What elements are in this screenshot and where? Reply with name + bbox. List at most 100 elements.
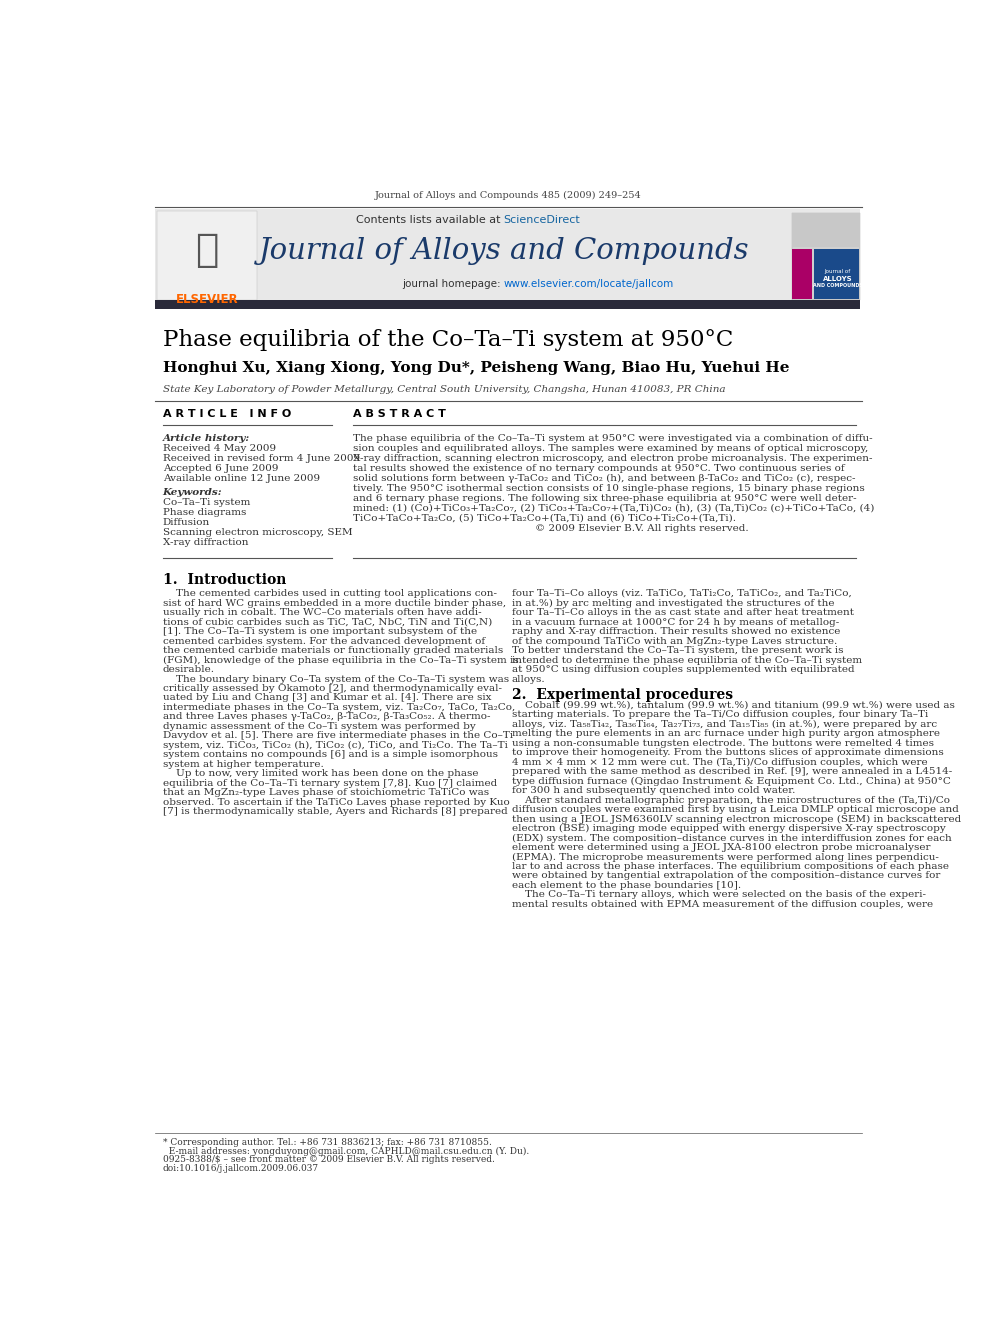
Text: to improve their homogeneity. From the buttons slices of approximate dimensions: to improve their homogeneity. From the b… <box>512 749 943 757</box>
Text: alloys, viz. Ta₅₈Ti₄₂, Ta₃₆Ti₆₄, Ta₂₇Ti₇₃, and Ta₁₅Ti₈₅ (in at.%), were prepared: alloys, viz. Ta₅₈Ti₄₂, Ta₃₆Ti₆₄, Ta₂₇Ti₇… <box>512 720 936 729</box>
Text: 1.  Introduction: 1. Introduction <box>163 573 286 587</box>
Text: Cobalt (99.99 wt.%), tantalum (99.9 wt.%) and titanium (99.9 wt.%) were used as: Cobalt (99.99 wt.%), tantalum (99.9 wt.%… <box>512 701 954 710</box>
Text: A R T I C L E   I N F O: A R T I C L E I N F O <box>163 409 291 419</box>
Text: Co–Ta–Ti system: Co–Ta–Ti system <box>163 497 250 507</box>
Text: journal homepage:: journal homepage: <box>402 279 504 290</box>
Text: tively. The 950°C isothermal section consists of 10 single-phase regions, 15 bin: tively. The 950°C isothermal section con… <box>352 484 864 493</box>
Text: four Ta–Ti–Co alloys in the as cast state and after heat treatment: four Ta–Ti–Co alloys in the as cast stat… <box>512 609 853 618</box>
Text: system contains no compounds [6] and is a simple isomorphous: system contains no compounds [6] and is … <box>163 750 498 759</box>
Text: (EPMA). The microprobe measurements were performed along lines perpendicu-: (EPMA). The microprobe measurements were… <box>512 852 938 861</box>
Text: cemented carbides system. For the advanced development of: cemented carbides system. For the advanc… <box>163 636 485 646</box>
Text: Contents lists available at: Contents lists available at <box>356 216 504 225</box>
Text: usually rich in cobalt. The WC–Co materials often have addi-: usually rich in cobalt. The WC–Co materi… <box>163 609 481 618</box>
Text: Received 4 May 2009: Received 4 May 2009 <box>163 443 276 452</box>
Text: diffusion couples were examined first by using a Leica DMLP optical microscope a: diffusion couples were examined first by… <box>512 806 958 814</box>
Text: 4 mm × 4 mm × 12 mm were cut. The (Ta,Ti)/Co diffusion couples, which were: 4 mm × 4 mm × 12 mm were cut. The (Ta,Ti… <box>512 758 928 767</box>
Text: A B S T R A C T: A B S T R A C T <box>352 409 445 419</box>
Text: The phase equilibria of the Co–Ta–Ti system at 950°C were investigated via a com: The phase equilibria of the Co–Ta–Ti sys… <box>352 434 872 443</box>
Text: for 300 h and subsequently quenched into cold water.: for 300 h and subsequently quenched into… <box>512 786 795 795</box>
Bar <box>813 249 859 299</box>
Text: the cemented carbide materials or functionally graded materials: the cemented carbide materials or functi… <box>163 646 503 655</box>
Text: melting the pure elements in an arc furnace under high purity argon atmosphere: melting the pure elements in an arc furn… <box>512 729 939 738</box>
Text: [1]. The Co–Ta–Ti system is one important subsystem of the: [1]. The Co–Ta–Ti system is one importan… <box>163 627 477 636</box>
Text: equilibria of the Co–Ta–Ti ternary system [7,8]. Kuo [7] claimed: equilibria of the Co–Ta–Ti ternary syste… <box>163 779 497 787</box>
Text: mental results obtained with EPMA measurement of the diffusion couples, were: mental results obtained with EPMA measur… <box>512 900 932 909</box>
Text: E-mail addresses: yongduyong@gmail.com, CAPHLD@mail.csu.edu.cn (Y. Du).: E-mail addresses: yongduyong@gmail.com, … <box>163 1147 529 1156</box>
Text: TiCo+TaCo+Ta₂Co, (5) TiCo+Ta₂Co+(Ta,Ti) and (6) TiCo+Ti₂Co+(Ta,Ti).: TiCo+TaCo+Ta₂Co, (5) TiCo+Ta₂Co+(Ta,Ti) … <box>352 513 736 523</box>
Text: desirable.: desirable. <box>163 665 214 675</box>
Text: After standard metallographic preparation, the microstructures of the (Ta,Ti)/Co: After standard metallographic preparatio… <box>512 795 949 804</box>
Text: mined: (1) (Co)+TiCo₃+Ta₂Co₇, (2) TiCo₃+Ta₂Co₇+(Ta,Ti)Co₂ (h), (3) (Ta,Ti)Co₂ (c: mined: (1) (Co)+TiCo₃+Ta₂Co₇, (2) TiCo₃+… <box>352 504 874 513</box>
Text: sist of hard WC grains embedded in a more ductile binder phase,: sist of hard WC grains embedded in a mor… <box>163 599 506 607</box>
Text: The boundary binary Co–Ta system of the Co–Ta–Ti system was: The boundary binary Co–Ta system of the … <box>163 675 509 684</box>
Text: 0925-8388/$ – see front matter © 2009 Elsevier B.V. All rights reserved.: 0925-8388/$ – see front matter © 2009 El… <box>163 1155 495 1164</box>
Text: starting materials. To prepare the Ta–Ti/Co diffusion couples, four binary Ta–Ti: starting materials. To prepare the Ta–Ti… <box>512 710 928 720</box>
Text: ScienceDirect: ScienceDirect <box>504 216 580 225</box>
Text: X-ray diffraction, scanning electron microscopy, and electron probe microanalysi: X-ray diffraction, scanning electron mic… <box>352 454 872 463</box>
Text: Up to now, very limited work has been done on the phase: Up to now, very limited work has been do… <box>163 769 478 778</box>
Text: tions of cubic carbides such as TiC, TaC, NbC, TiN and Ti(C,N): tions of cubic carbides such as TiC, TaC… <box>163 618 492 627</box>
Text: Phase equilibria of the Co–Ta–Ti system at 950°C: Phase equilibria of the Co–Ta–Ti system … <box>163 328 733 351</box>
Text: raphy and X-ray diffraction. Their results showed no existence: raphy and X-ray diffraction. Their resul… <box>512 627 840 636</box>
Text: of the compound TaTiCo with an MgZn₂-type Laves structure.: of the compound TaTiCo with an MgZn₂-typ… <box>512 636 836 646</box>
Text: solid solutions form between γ-TaCo₂ and TiCo₂ (h), and between β-TaCo₂ and TiCo: solid solutions form between γ-TaCo₂ and… <box>352 474 855 483</box>
Text: each element to the phase boundaries [10].: each element to the phase boundaries [10… <box>512 881 741 890</box>
Text: Received in revised form 4 June 2009: Received in revised form 4 June 2009 <box>163 454 360 463</box>
Text: in at.%) by arc melting and investigated the structures of the: in at.%) by arc melting and investigated… <box>512 599 834 607</box>
Text: 🌳: 🌳 <box>195 230 218 269</box>
Text: and 6 ternary phase regions. The following six three-phase equilibria at 950°C w: and 6 ternary phase regions. The followi… <box>352 493 856 503</box>
Bar <box>792 249 812 299</box>
Text: Article history:: Article history: <box>163 434 250 443</box>
Bar <box>155 300 860 308</box>
Text: To better understand the Co–Ta–Ti system, the present work is: To better understand the Co–Ta–Ti system… <box>512 646 843 655</box>
Text: [7] is thermodynamically stable, Ayers and Richards [8] prepared: [7] is thermodynamically stable, Ayers a… <box>163 807 508 816</box>
Text: Scanning electron microscopy, SEM: Scanning electron microscopy, SEM <box>163 528 352 537</box>
Text: Journal of Alloys and Compounds: Journal of Alloys and Compounds <box>259 237 749 265</box>
Text: 2.  Experimental procedures: 2. Experimental procedures <box>512 688 733 701</box>
Text: lar to and across the phase interfaces. The equilibrium compositions of each pha: lar to and across the phase interfaces. … <box>512 863 948 871</box>
Text: then using a JEOL JSM6360LV scanning electron microscope (SEM) in backscattered: then using a JEOL JSM6360LV scanning ele… <box>512 815 960 824</box>
Text: Keywords:: Keywords: <box>163 488 222 496</box>
Text: sion couples and equilibrated alloys. The samples were examined by means of opti: sion couples and equilibrated alloys. Th… <box>352 443 868 452</box>
Text: intermediate phases in the Co–Ta system, viz. Ta₂Co₇, TaCo, Ta₂Co,: intermediate phases in the Co–Ta system,… <box>163 703 515 712</box>
Text: four Ta–Ti–Co alloys (viz. TaTiCo, TaTi₂Co, TaTiCo₂, and Ta₂TiCo,: four Ta–Ti–Co alloys (viz. TaTiCo, TaTi₂… <box>512 589 851 598</box>
Text: prepared with the same method as described in Ref. [9], were annealed in a L4514: prepared with the same method as describ… <box>512 767 951 777</box>
Text: The cemented carbides used in cutting tool applications con-: The cemented carbides used in cutting to… <box>163 589 497 598</box>
Text: system, viz. TiCo₃, TiCo₂ (h), TiCo₂ (c), TiCo, and Ti₂Co. The Ta–Ti: system, viz. TiCo₃, TiCo₂ (h), TiCo₂ (c)… <box>163 741 508 750</box>
Text: State Key Laboratory of Powder Metallurgy, Central South University, Changsha, H: State Key Laboratory of Powder Metallurg… <box>163 385 725 394</box>
Text: Honghui Xu, Xiang Xiong, Yong Du*, Peisheng Wang, Biao Hu, Yuehui He: Honghui Xu, Xiang Xiong, Yong Du*, Peish… <box>163 361 790 376</box>
Text: and three Laves phases γ-TaCo₂, β-TaCo₂, β-Ta₃Co₅₂. A thermo-: and three Laves phases γ-TaCo₂, β-TaCo₂,… <box>163 712 490 721</box>
Text: Diffusion: Diffusion <box>163 517 210 527</box>
Bar <box>157 212 257 300</box>
Text: Available online 12 June 2009: Available online 12 June 2009 <box>163 474 319 483</box>
Text: Phase diagrams: Phase diagrams <box>163 508 246 517</box>
Text: observed. To ascertain if the TaTiCo Laves phase reported by Kuo: observed. To ascertain if the TaTiCo Lav… <box>163 798 510 807</box>
Text: uated by Liu and Chang [3] and Kumar et al. [4]. There are six: uated by Liu and Chang [3] and Kumar et … <box>163 693 491 703</box>
Text: electron (BSE) imaging mode equipped with energy dispersive X-ray spectroscopy: electron (BSE) imaging mode equipped wit… <box>512 824 945 833</box>
Bar <box>792 213 860 300</box>
Text: Accepted 6 June 2009: Accepted 6 June 2009 <box>163 464 278 472</box>
Text: ALLOYS: ALLOYS <box>823 277 852 282</box>
Text: doi:10.1016/j.jallcom.2009.06.037: doi:10.1016/j.jallcom.2009.06.037 <box>163 1164 318 1172</box>
Text: intended to determine the phase equilibria of the Co–Ta–Ti system: intended to determine the phase equilibr… <box>512 656 862 664</box>
Text: dynamic assessment of the Co–Ti system was performed by: dynamic assessment of the Co–Ti system w… <box>163 722 475 730</box>
Text: © 2009 Elsevier B.V. All rights reserved.: © 2009 Elsevier B.V. All rights reserved… <box>352 524 748 533</box>
Text: X-ray diffraction: X-ray diffraction <box>163 537 248 546</box>
Text: (EDX) system. The composition–distance curves in the interdiffusion zones for ea: (EDX) system. The composition–distance c… <box>512 833 951 843</box>
Text: Davydov et al. [5]. There are five intermediate phases in the Co–Ti: Davydov et al. [5]. There are five inter… <box>163 732 513 741</box>
Text: tal results showed the existence of no ternary compounds at 950°C. Two continuou: tal results showed the existence of no t… <box>352 464 844 472</box>
Bar <box>792 213 860 247</box>
Text: www.elsevier.com/locate/jallcom: www.elsevier.com/locate/jallcom <box>504 279 674 290</box>
Text: ELSEVIER: ELSEVIER <box>176 294 238 306</box>
Text: at 950°C using diffusion couples supplemented with equilibrated: at 950°C using diffusion couples supplem… <box>512 665 854 675</box>
Text: alloys.: alloys. <box>512 675 546 684</box>
Text: in a vacuum furnace at 1000°C for 24 h by means of metallog-: in a vacuum furnace at 1000°C for 24 h b… <box>512 618 839 627</box>
Text: critically assessed by Okamoto [2], and thermodynamically eval-: critically assessed by Okamoto [2], and … <box>163 684 502 693</box>
Text: using a non-consumable tungsten electrode. The buttons were remelted 4 times: using a non-consumable tungsten electrod… <box>512 738 933 747</box>
Text: that an MgZn₂-type Laves phase of stoichiometric TaTiCo was: that an MgZn₂-type Laves phase of stoich… <box>163 789 489 798</box>
Text: were obtained by tangential extrapolation of the composition–distance curves for: were obtained by tangential extrapolatio… <box>512 872 939 880</box>
Text: (FGM), knowledge of the phase equilibria in the Co–Ta–Ti system is: (FGM), knowledge of the phase equilibria… <box>163 655 519 664</box>
Text: The Co–Ta–Ti ternary alloys, which were selected on the basis of the experi-: The Co–Ta–Ti ternary alloys, which were … <box>512 890 926 900</box>
Bar <box>155 209 860 302</box>
Text: Journal of Alloys and Compounds 485 (2009) 249–254: Journal of Alloys and Compounds 485 (200… <box>375 191 642 200</box>
